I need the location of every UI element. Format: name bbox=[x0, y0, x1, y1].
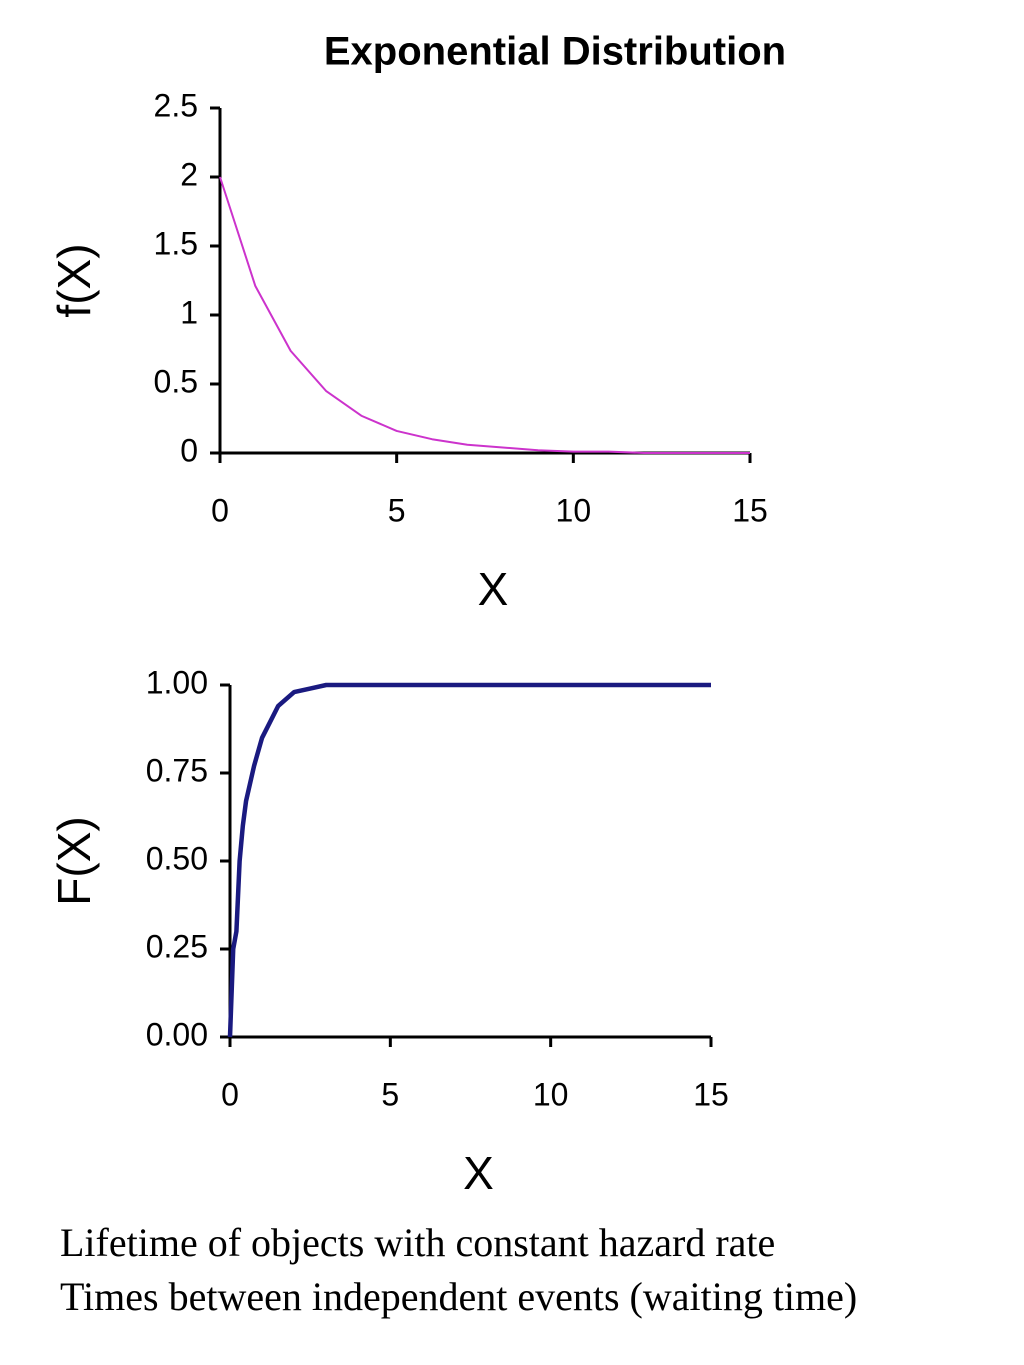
y-tick-label: 1.5 bbox=[154, 225, 198, 261]
x-tick-label: 0 bbox=[221, 1076, 239, 1112]
y-tick-label: 0.75 bbox=[146, 752, 208, 788]
y-tick-label: 0.25 bbox=[146, 928, 208, 964]
caption: Times between independent events (waitin… bbox=[60, 1274, 857, 1319]
x-tick-label: 5 bbox=[388, 492, 406, 528]
x-axis-label: X bbox=[478, 563, 509, 615]
y-tick-label: 0.00 bbox=[146, 1016, 208, 1052]
x-tick-label: 5 bbox=[381, 1076, 399, 1112]
x-tick-label: 0 bbox=[211, 492, 229, 528]
y-tick-label: 2.5 bbox=[154, 87, 198, 123]
y-tick-label: 0.50 bbox=[146, 840, 208, 876]
x-tick-label: 15 bbox=[693, 1076, 729, 1112]
y-tick-label: 0 bbox=[180, 432, 198, 468]
y-tick-label: 1 bbox=[180, 294, 198, 330]
x-axis-label: X bbox=[463, 1147, 494, 1199]
x-tick-label: 10 bbox=[533, 1076, 569, 1112]
y-tick-label: 1.00 bbox=[146, 664, 208, 700]
chart-title: Exponential Distribution bbox=[324, 30, 786, 74]
line bbox=[227, 682, 711, 1038]
y-axis-label: f(X) bbox=[48, 243, 100, 317]
caption: Lifetime of objects with constant hazard… bbox=[60, 1220, 775, 1265]
y-tick-label: 0.5 bbox=[154, 363, 198, 399]
line bbox=[219, 176, 750, 454]
x-tick-label: 15 bbox=[732, 492, 768, 528]
y-tick-label: 2 bbox=[180, 156, 198, 192]
y-axis-label: F(X) bbox=[48, 816, 100, 905]
x-tick-label: 10 bbox=[556, 492, 592, 528]
